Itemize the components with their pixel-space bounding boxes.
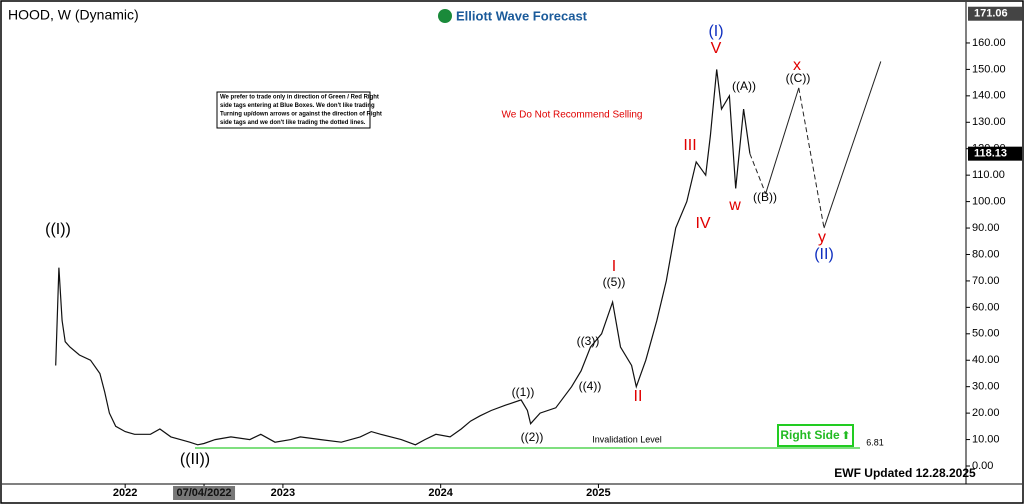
wave-label: ((C)) bbox=[786, 71, 811, 85]
note-line: Turning up/down arrows or against the di… bbox=[220, 112, 382, 118]
top-price-label: 171.06 bbox=[974, 8, 1008, 20]
note-line: We prefer to trade only in direction of … bbox=[220, 95, 379, 101]
note-line: side tags entering at Blue Boxes. We don… bbox=[220, 103, 375, 109]
invalidation-label: Invalidation Level bbox=[592, 434, 662, 444]
updated: EWF Updated 12.28.2025 bbox=[834, 466, 976, 480]
last-price-tag bbox=[968, 146, 1022, 161]
wave-label: ((1)) bbox=[512, 385, 535, 399]
y-tick-label: 90.00 bbox=[972, 222, 1000, 234]
chart-title: HOOD, W (Dynamic) bbox=[8, 7, 139, 23]
y-tick-label: 140.00 bbox=[972, 90, 1006, 102]
wave-label: IV bbox=[695, 215, 710, 232]
y-tick-label: 150.00 bbox=[972, 63, 1006, 75]
arrow-icon: ⬆ bbox=[841, 430, 850, 442]
wave-label: I bbox=[612, 258, 616, 275]
y-tick-label: 100.00 bbox=[972, 196, 1006, 208]
wave-label: ((4)) bbox=[579, 379, 602, 393]
wave-label: V bbox=[711, 40, 722, 57]
x-tick-highlight bbox=[173, 486, 236, 500]
x-tick-label: 07/04/2022 bbox=[177, 487, 232, 499]
wave-label: w bbox=[728, 197, 741, 214]
wave-label: ((3)) bbox=[577, 334, 600, 348]
last-price-label: 118.13 bbox=[974, 148, 1007, 160]
brand: Elliott Wave Forecast bbox=[456, 8, 588, 23]
projection-segment bbox=[749, 153, 767, 194]
y-tick-label: 30.00 bbox=[972, 381, 1000, 393]
wave-label: III bbox=[683, 137, 696, 154]
x-tick-label: 2024 bbox=[428, 487, 453, 499]
wave-label: (II) bbox=[814, 246, 834, 263]
projection-segment bbox=[823, 61, 882, 229]
logo-icon bbox=[438, 9, 452, 23]
x-tick-label: 2025 bbox=[586, 487, 610, 499]
y-tick-label: 160.00 bbox=[972, 37, 1006, 49]
wave-label: ((I)) bbox=[45, 221, 71, 238]
wave-label: ((B)) bbox=[753, 190, 777, 204]
x-tick-label: 2023 bbox=[271, 487, 295, 499]
y-tick-label: 0.00 bbox=[972, 460, 993, 472]
y-tick-label: 20.00 bbox=[972, 407, 1000, 419]
x-tick-label: 2022 bbox=[113, 487, 137, 499]
y-tick-label: 80.00 bbox=[972, 248, 1000, 260]
projection-segment bbox=[765, 87, 800, 194]
wave-label: ((II)) bbox=[180, 451, 210, 468]
wave-label: x bbox=[793, 57, 801, 74]
y-tick-label: 70.00 bbox=[972, 275, 1000, 287]
invalidation-value: 6.81 bbox=[866, 437, 884, 447]
note-box bbox=[216, 91, 371, 129]
wave-label: (I) bbox=[708, 23, 723, 40]
right-side: Right Side bbox=[780, 428, 840, 442]
wave-label: ((5)) bbox=[603, 275, 626, 289]
y-tick-label: 110.00 bbox=[972, 169, 1005, 181]
note-line: side tags and we don't like trading the … bbox=[220, 120, 366, 126]
y-tick-label: 10.00 bbox=[972, 433, 1000, 445]
price-line bbox=[55, 69, 751, 446]
top-price-tag bbox=[968, 6, 1022, 21]
wave-label: ((A)) bbox=[732, 79, 756, 93]
y-tick-label: 40.00 bbox=[972, 354, 1000, 366]
y-tick-label: 50.00 bbox=[972, 328, 1000, 340]
right-side-box bbox=[777, 424, 854, 447]
y-tick-label: 130.00 bbox=[972, 116, 1006, 128]
wave-label: y bbox=[818, 229, 826, 246]
y-tick-label: 60.00 bbox=[972, 301, 1000, 313]
wave-label: ((2)) bbox=[521, 430, 544, 444]
wave-label: II bbox=[634, 388, 643, 405]
warning: We Do Not Recommend Selling bbox=[502, 110, 643, 121]
